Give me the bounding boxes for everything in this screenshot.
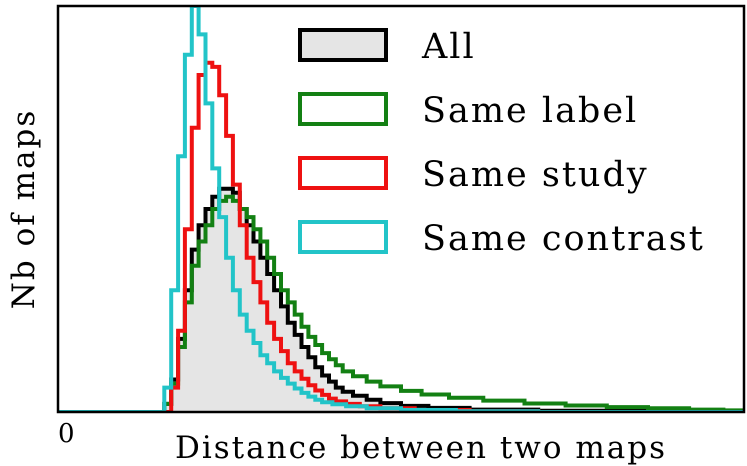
plot-area xyxy=(58,6,744,412)
y-axis-label: Nb of maps xyxy=(6,109,42,309)
legend-swatch-all xyxy=(298,28,388,62)
legend-swatch-same-contrast xyxy=(298,220,388,254)
series-line-same-label xyxy=(58,194,744,412)
legend-label-same-contrast: Same contrast xyxy=(422,219,705,259)
series-line-same-study xyxy=(58,60,744,412)
x-axis-label: Distance between two maps xyxy=(175,430,667,466)
legend: All Same label Same study Same contrast xyxy=(298,27,705,259)
plot-frame xyxy=(56,4,746,414)
legend-label-all: All xyxy=(421,27,476,67)
x-tick-label: 0 xyxy=(58,419,75,449)
series-fill-all xyxy=(58,188,744,412)
legend-swatch-same-study xyxy=(298,156,388,190)
legend-label-same-study: Same study xyxy=(422,155,649,195)
series-line-same-contrast xyxy=(58,6,744,412)
legend-swatch-same-label xyxy=(298,92,388,126)
legend-label-same-label: Same label xyxy=(422,91,638,131)
